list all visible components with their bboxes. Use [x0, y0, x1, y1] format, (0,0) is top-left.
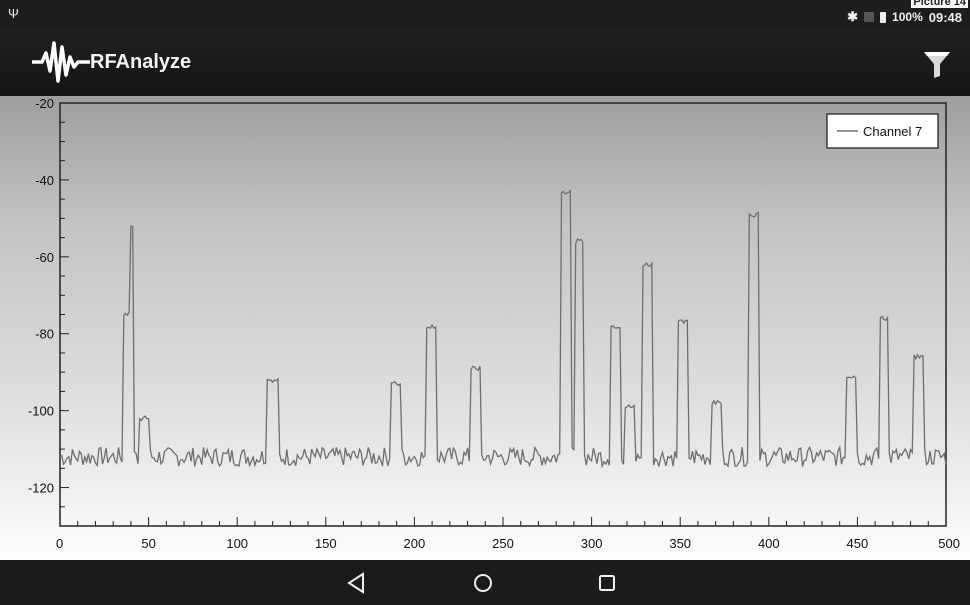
legend-label: Channel 7 — [863, 124, 922, 139]
x-tick-label: 200 — [404, 536, 426, 551]
x-tick-label: 50 — [141, 536, 155, 551]
usb-icon: Ψ — [8, 6, 19, 21]
x-tick-label: 450 — [847, 536, 869, 551]
y-axis-tick-labels: -20 -40 -60 -80 -100 -120 — [28, 96, 54, 496]
app-title: RFAnalyze — [90, 51, 192, 73]
x-tick-label: 250 — [492, 536, 514, 551]
y-tick-label: -80 — [35, 327, 54, 342]
status-indicators: ✱ 100% 09:48 — [847, 9, 962, 25]
filter-button[interactable] — [920, 47, 954, 81]
recents-button[interactable] — [594, 570, 620, 596]
axis-ticks — [59, 102, 947, 527]
chart-legend: Channel 7 — [826, 113, 939, 149]
picture-label: Picture 14 — [911, 0, 968, 8]
x-tick-label: 0 — [56, 536, 63, 551]
filter-icon — [924, 52, 950, 78]
waveform-logo-icon — [32, 41, 90, 83]
x-tick-label: 300 — [581, 536, 603, 551]
y-tick-label: -20 — [35, 96, 54, 111]
bluetooth-icon: ✱ — [847, 9, 859, 24]
y-tick-label: -40 — [35, 173, 54, 188]
x-tick-label: 500 — [938, 536, 960, 551]
x-tick-label: 100 — [226, 536, 248, 551]
signal-icon — [864, 12, 875, 22]
series-line-channel-7 — [59, 189, 947, 469]
y-tick-label: -100 — [28, 404, 54, 419]
x-tick-label: 350 — [669, 536, 691, 551]
recents-icon — [599, 575, 615, 591]
x-tick-label: 400 — [758, 536, 780, 551]
spectrum-chart-area: 0 50 100 150 200 250 300 350 400 450 500 -20 -40 -60… — [0, 96, 970, 560]
back-button[interactable] — [344, 570, 370, 596]
back-icon — [347, 572, 364, 594]
status-bar: Ψ ✱ 100% 09:48 — [0, 0, 970, 30]
y-tick-label: -120 — [28, 481, 54, 496]
battery-percent: 100% — [892, 10, 923, 24]
app-toolbar: RFAnalyze — [0, 30, 970, 96]
y-tick-label: -60 — [35, 250, 54, 265]
x-tick-label: 150 — [315, 536, 337, 551]
navigation-bar — [0, 560, 970, 605]
x-axis-tick-labels: 0 50 100 150 200 250 300 350 400 450 500 — [56, 536, 960, 551]
home-icon — [474, 574, 492, 592]
status-time: 09:48 — [928, 9, 962, 25]
home-button[interactable] — [470, 570, 496, 596]
spectrum-chart: 0 50 100 150 200 250 300 350 400 450 500 -20 -40 -60… — [28, 96, 960, 551]
battery-icon — [880, 11, 887, 23]
